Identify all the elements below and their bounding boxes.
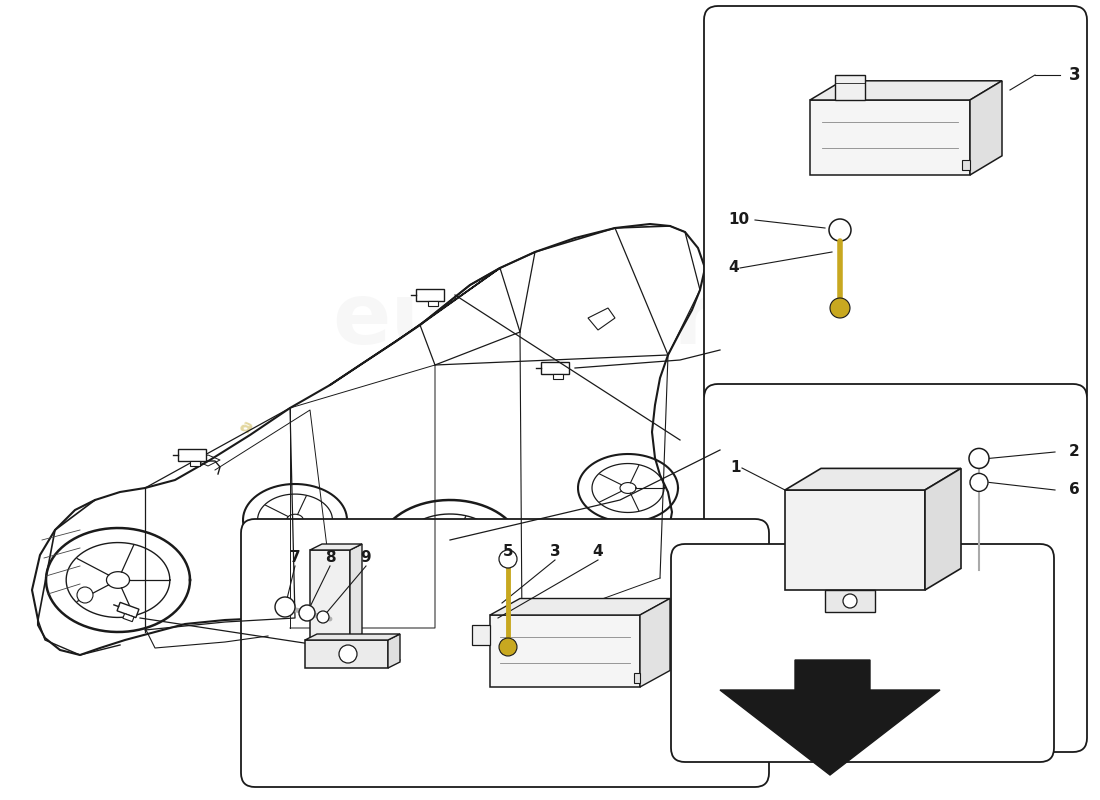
- Polygon shape: [490, 598, 670, 615]
- Polygon shape: [810, 100, 970, 175]
- Polygon shape: [310, 550, 350, 640]
- Polygon shape: [305, 634, 400, 640]
- FancyBboxPatch shape: [704, 384, 1087, 752]
- Text: 5: 5: [503, 545, 514, 559]
- Circle shape: [829, 219, 851, 241]
- Polygon shape: [490, 615, 640, 687]
- Text: 10: 10: [728, 213, 749, 227]
- Polygon shape: [178, 449, 206, 461]
- Text: 8: 8: [324, 550, 336, 566]
- Polygon shape: [428, 301, 438, 306]
- Polygon shape: [810, 81, 1002, 100]
- Circle shape: [275, 597, 295, 617]
- Polygon shape: [825, 590, 874, 612]
- Circle shape: [843, 594, 857, 608]
- Circle shape: [339, 645, 358, 663]
- Polygon shape: [310, 544, 362, 550]
- Polygon shape: [190, 461, 200, 466]
- Polygon shape: [588, 308, 615, 330]
- Polygon shape: [962, 160, 970, 170]
- Polygon shape: [305, 640, 388, 668]
- Polygon shape: [32, 224, 705, 655]
- Text: 3: 3: [1068, 66, 1080, 84]
- Circle shape: [969, 448, 989, 468]
- FancyBboxPatch shape: [671, 544, 1054, 762]
- Text: 7: 7: [289, 550, 300, 566]
- Polygon shape: [925, 468, 961, 590]
- Circle shape: [299, 605, 315, 621]
- Text: 4: 4: [593, 545, 603, 559]
- Polygon shape: [416, 289, 444, 301]
- Text: 4: 4: [728, 261, 738, 275]
- Polygon shape: [970, 81, 1002, 175]
- Circle shape: [499, 550, 517, 568]
- Polygon shape: [541, 362, 569, 374]
- Circle shape: [317, 611, 329, 623]
- Polygon shape: [123, 614, 134, 622]
- Polygon shape: [553, 374, 563, 379]
- Polygon shape: [388, 634, 400, 668]
- Text: 6: 6: [1069, 482, 1080, 498]
- Text: europarts: europarts: [332, 278, 808, 362]
- Polygon shape: [640, 598, 670, 687]
- Text: 9: 9: [361, 550, 372, 566]
- Circle shape: [970, 474, 988, 491]
- FancyBboxPatch shape: [704, 6, 1087, 406]
- Text: a passion for parts since 1957: a passion for parts since 1957: [238, 417, 522, 563]
- Polygon shape: [785, 468, 961, 490]
- Polygon shape: [634, 673, 640, 683]
- Text: 1: 1: [730, 461, 740, 475]
- Polygon shape: [472, 625, 490, 645]
- Circle shape: [499, 638, 517, 656]
- Polygon shape: [785, 490, 925, 590]
- Polygon shape: [117, 602, 139, 618]
- FancyBboxPatch shape: [241, 519, 769, 787]
- Circle shape: [77, 587, 94, 603]
- Text: 3: 3: [550, 545, 560, 559]
- Circle shape: [830, 298, 850, 318]
- Polygon shape: [835, 75, 865, 100]
- Polygon shape: [720, 660, 940, 775]
- Polygon shape: [350, 544, 362, 640]
- Text: 2: 2: [1069, 445, 1080, 459]
